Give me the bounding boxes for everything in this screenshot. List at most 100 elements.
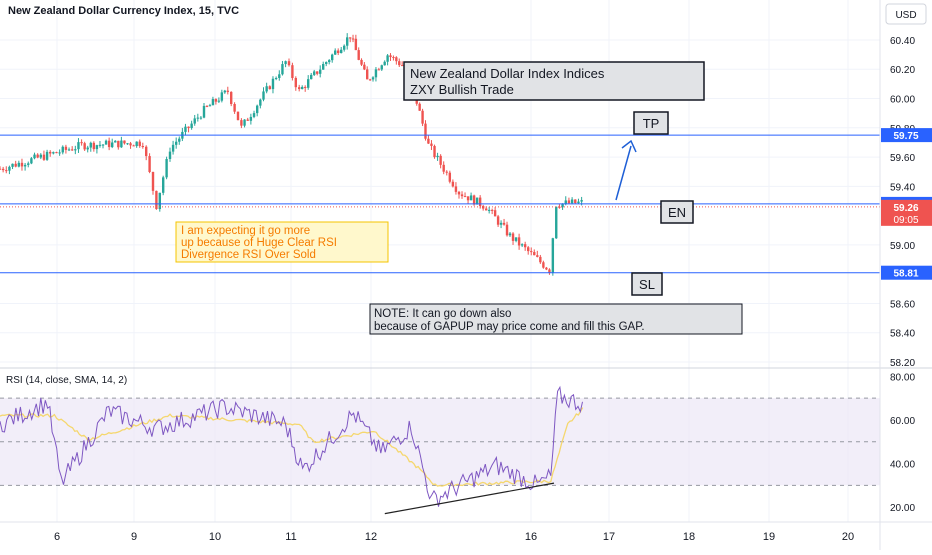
candle-body: [310, 74, 313, 80]
candle-body: [530, 251, 533, 253]
candle-body: [83, 143, 86, 150]
candle-body: [70, 149, 74, 151]
candle-body: [162, 177, 165, 193]
candle-body: [313, 71, 316, 75]
candle-body: [1, 168, 5, 171]
candle-body: [27, 163, 30, 165]
candle-body: [8, 166, 11, 171]
candle-body: [368, 79, 372, 81]
gap-note-box[interactable]: NOTE: It can go down also because of GAP…: [369, 303, 743, 335]
level-lines: [0, 134, 880, 274]
candle-body: [202, 105, 206, 118]
tp-label-box[interactable]: TP: [633, 111, 669, 135]
candle-body: [380, 65, 383, 70]
candle-body: [67, 149, 71, 151]
sl-label-box[interactable]: SL: [631, 272, 663, 296]
candle-body: [301, 86, 304, 90]
candle-body: [487, 209, 491, 211]
candle-body: [268, 86, 272, 90]
rsi-sma-line: [0, 407, 584, 488]
candle-body: [508, 233, 512, 236]
candle-body: [271, 78, 275, 90]
candle-body: [123, 140, 126, 144]
candle-body: [371, 77, 375, 80]
rsi-tick: 20.00: [890, 503, 915, 514]
candle-body: [475, 197, 479, 205]
candle-body: [545, 267, 548, 270]
candle-body: [255, 105, 259, 114]
candle-body: [570, 199, 574, 204]
candle-body: [421, 110, 424, 124]
candle-body: [363, 64, 366, 70]
price-tick: 58.20: [890, 358, 915, 369]
candle-body: [307, 79, 310, 88]
candle-body: [61, 146, 64, 153]
target-arrow[interactable]: [615, 139, 637, 201]
rsi-tick: 40.00: [890, 460, 915, 471]
price-tick: 60.00: [890, 95, 915, 106]
trade-title-box[interactable]: New Zealand Dollar Index Indices ZXY Bul…: [403, 61, 705, 101]
candle-body: [287, 61, 291, 66]
candle-body: [262, 91, 265, 100]
price-tick: 60.20: [890, 65, 915, 76]
candle-body: [514, 237, 518, 241]
level-price-tag-text: 59.75: [893, 131, 918, 142]
candle-body: [174, 141, 178, 145]
candle-body: [111, 142, 114, 148]
candle-body: [259, 99, 262, 106]
candle-body: [86, 147, 89, 150]
candle-body: [77, 142, 80, 150]
candle-body: [120, 140, 123, 148]
candle-body: [360, 59, 363, 65]
candle-body: [214, 99, 218, 102]
candle-body: [451, 181, 455, 187]
candle-body: [548, 269, 551, 273]
price-tick: 59.00: [890, 241, 915, 252]
candle-body: [351, 38, 355, 40]
candle-body: [466, 196, 470, 201]
candle-body: [564, 200, 567, 204]
candle-body: [199, 117, 203, 119]
candle-body: [23, 164, 27, 167]
gap-note-line-2: because of GAPUP may price come and fill…: [374, 321, 645, 333]
candle-body: [145, 146, 148, 157]
en-label-box[interactable]: EN: [660, 200, 694, 224]
last-price-tag-text: 59.26: [893, 203, 918, 214]
currency-button[interactable]: USD: [885, 3, 927, 25]
time-axis[interactable]: 6 9 10 11 12 16 17 18 19 20: [54, 531, 854, 543]
price-tick: 58.40: [890, 329, 915, 340]
candle-body: [322, 64, 325, 70]
candle-body: [217, 100, 221, 102]
candle-body: [0, 168, 2, 170]
trade-title-line-2: ZXY Bullish Trade: [410, 82, 514, 97]
rsi-note-box[interactable]: I am expecting it go more up because of …: [175, 221, 389, 263]
candle-body: [52, 152, 55, 154]
candle-body: [184, 126, 187, 132]
candle-body: [442, 164, 445, 172]
candle-body: [42, 154, 46, 160]
candle-body: [567, 200, 571, 204]
candle-body: [349, 37, 352, 39]
candle-body: [448, 172, 452, 182]
candle-body: [520, 244, 524, 246]
candle-body: [226, 90, 229, 92]
candle-body: [58, 152, 61, 154]
candle-body: [132, 145, 135, 147]
candle-body: [230, 91, 233, 104]
candle-body: [551, 238, 555, 273]
time-tick: 19: [763, 531, 775, 543]
candle-body: [33, 154, 36, 159]
rsi-axis[interactable]: 80.00 60.00 40.00 20.00: [890, 372, 915, 514]
chart-title: New Zealand Dollar Currency Index, 15, T…: [8, 5, 239, 17]
candle-body: [555, 206, 558, 239]
candle-body: [337, 50, 340, 54]
time-tick: 16: [525, 531, 537, 543]
candle-body: [536, 255, 539, 257]
candle-body: [505, 224, 509, 236]
candle-body: [114, 140, 117, 143]
candle-body: [400, 65, 404, 67]
candle-body: [574, 199, 577, 204]
candle-body: [490, 209, 494, 211]
candle-body: [430, 143, 433, 146]
